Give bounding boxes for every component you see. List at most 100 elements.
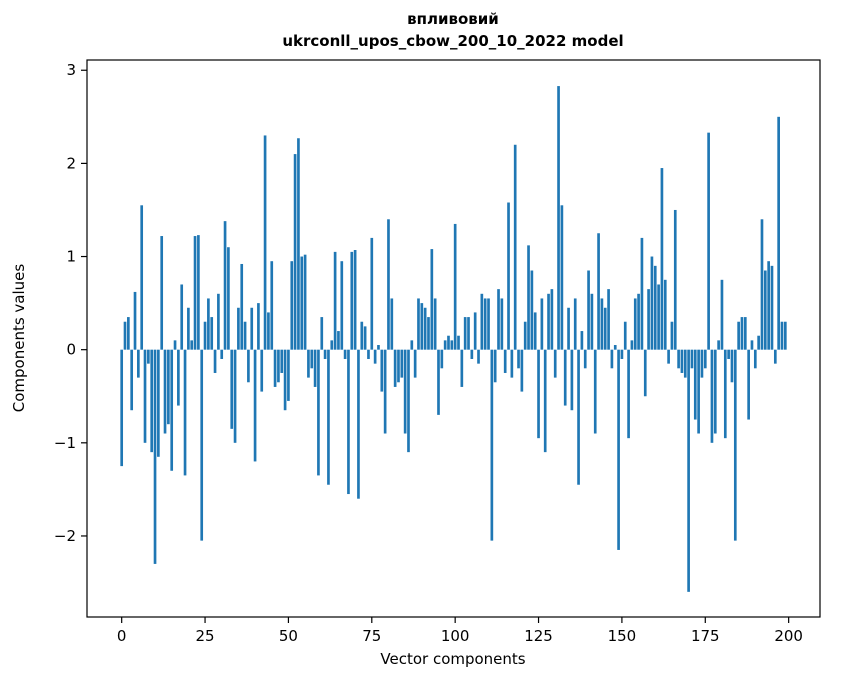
bar bbox=[120, 349, 124, 467]
bar bbox=[530, 270, 534, 350]
bar bbox=[247, 349, 250, 383]
bar bbox=[463, 317, 467, 350]
bar bbox=[217, 293, 220, 350]
bar bbox=[263, 135, 267, 350]
bar bbox=[637, 293, 640, 350]
bar bbox=[310, 349, 314, 369]
bar bbox=[447, 335, 450, 350]
bar bbox=[573, 298, 577, 350]
bar bbox=[710, 349, 714, 443]
bar bbox=[300, 256, 304, 350]
bar bbox=[600, 298, 604, 350]
bar bbox=[377, 345, 380, 350]
bar bbox=[430, 249, 434, 350]
bar bbox=[540, 298, 544, 350]
bar bbox=[450, 340, 454, 350]
bar bbox=[160, 236, 164, 350]
bar bbox=[130, 349, 134, 411]
bar bbox=[517, 349, 520, 369]
bar bbox=[603, 307, 607, 350]
bar bbox=[157, 349, 160, 457]
bar bbox=[627, 349, 630, 439]
bar bbox=[477, 349, 480, 364]
bar bbox=[567, 307, 570, 350]
bar bbox=[357, 349, 360, 499]
y-tick-label: 3 bbox=[66, 61, 76, 79]
x-tick-label: 50 bbox=[279, 627, 298, 645]
x-tick-label: 25 bbox=[196, 627, 215, 645]
bar bbox=[210, 317, 214, 350]
bar bbox=[730, 349, 734, 383]
bar bbox=[650, 256, 654, 350]
bar bbox=[670, 321, 674, 350]
y-axis-label: Components values bbox=[10, 264, 28, 413]
bar bbox=[133, 291, 137, 350]
bar bbox=[513, 144, 517, 350]
bar bbox=[190, 340, 194, 350]
bar bbox=[610, 349, 614, 369]
bar bbox=[163, 349, 167, 434]
bar bbox=[620, 349, 624, 359]
bar bbox=[387, 219, 390, 350]
bar bbox=[390, 298, 394, 350]
x-axis-label: Vector components bbox=[380, 650, 525, 668]
bar bbox=[593, 349, 597, 434]
bar bbox=[550, 289, 554, 350]
bar bbox=[743, 317, 747, 350]
bar bbox=[307, 349, 310, 378]
bar bbox=[233, 349, 237, 443]
bar bbox=[183, 349, 187, 476]
x-tick-label: 0 bbox=[117, 627, 127, 645]
bar bbox=[327, 349, 330, 485]
bar bbox=[480, 293, 484, 350]
bar bbox=[660, 168, 664, 350]
x-tick-label: 100 bbox=[441, 627, 470, 645]
bar bbox=[443, 340, 447, 350]
bar bbox=[493, 349, 497, 383]
bar bbox=[337, 331, 340, 350]
bar bbox=[393, 349, 397, 387]
bar bbox=[303, 254, 307, 350]
bar bbox=[193, 236, 197, 350]
bar bbox=[713, 349, 717, 434]
y-tick-label: 2 bbox=[66, 154, 76, 172]
bar bbox=[370, 237, 374, 350]
bar bbox=[243, 321, 247, 350]
x-tick-label: 175 bbox=[691, 627, 720, 645]
bar bbox=[490, 349, 494, 541]
bar bbox=[690, 349, 694, 369]
bar bbox=[457, 335, 460, 350]
bar bbox=[127, 317, 130, 350]
bar bbox=[277, 349, 280, 383]
bar bbox=[707, 132, 710, 350]
bar bbox=[563, 349, 567, 406]
bar bbox=[760, 219, 764, 350]
bar bbox=[727, 349, 730, 359]
plot-layer: 0 25 50 75 100 125 150 175 200 −2 −1 0 1 2 3 bbox=[54, 59, 821, 645]
bar bbox=[460, 349, 464, 387]
bar bbox=[143, 349, 147, 443]
bar bbox=[333, 251, 337, 350]
bar bbox=[260, 349, 264, 392]
bar bbox=[633, 298, 637, 350]
bar bbox=[317, 349, 320, 476]
bar bbox=[400, 349, 404, 378]
bar bbox=[547, 293, 550, 350]
bar bbox=[677, 349, 680, 369]
bar bbox=[407, 349, 410, 453]
bar bbox=[270, 261, 274, 350]
bar bbox=[323, 349, 327, 359]
bar bbox=[723, 349, 727, 439]
bar bbox=[383, 349, 387, 434]
bar bbox=[397, 349, 400, 383]
bar bbox=[500, 298, 504, 350]
bar bbox=[253, 349, 257, 462]
bar bbox=[653, 265, 657, 350]
bar bbox=[123, 321, 127, 350]
bar bbox=[683, 349, 687, 378]
bar bbox=[643, 349, 647, 397]
bar bbox=[360, 321, 364, 350]
x-tick-label: 150 bbox=[608, 627, 637, 645]
bar bbox=[280, 349, 284, 373]
